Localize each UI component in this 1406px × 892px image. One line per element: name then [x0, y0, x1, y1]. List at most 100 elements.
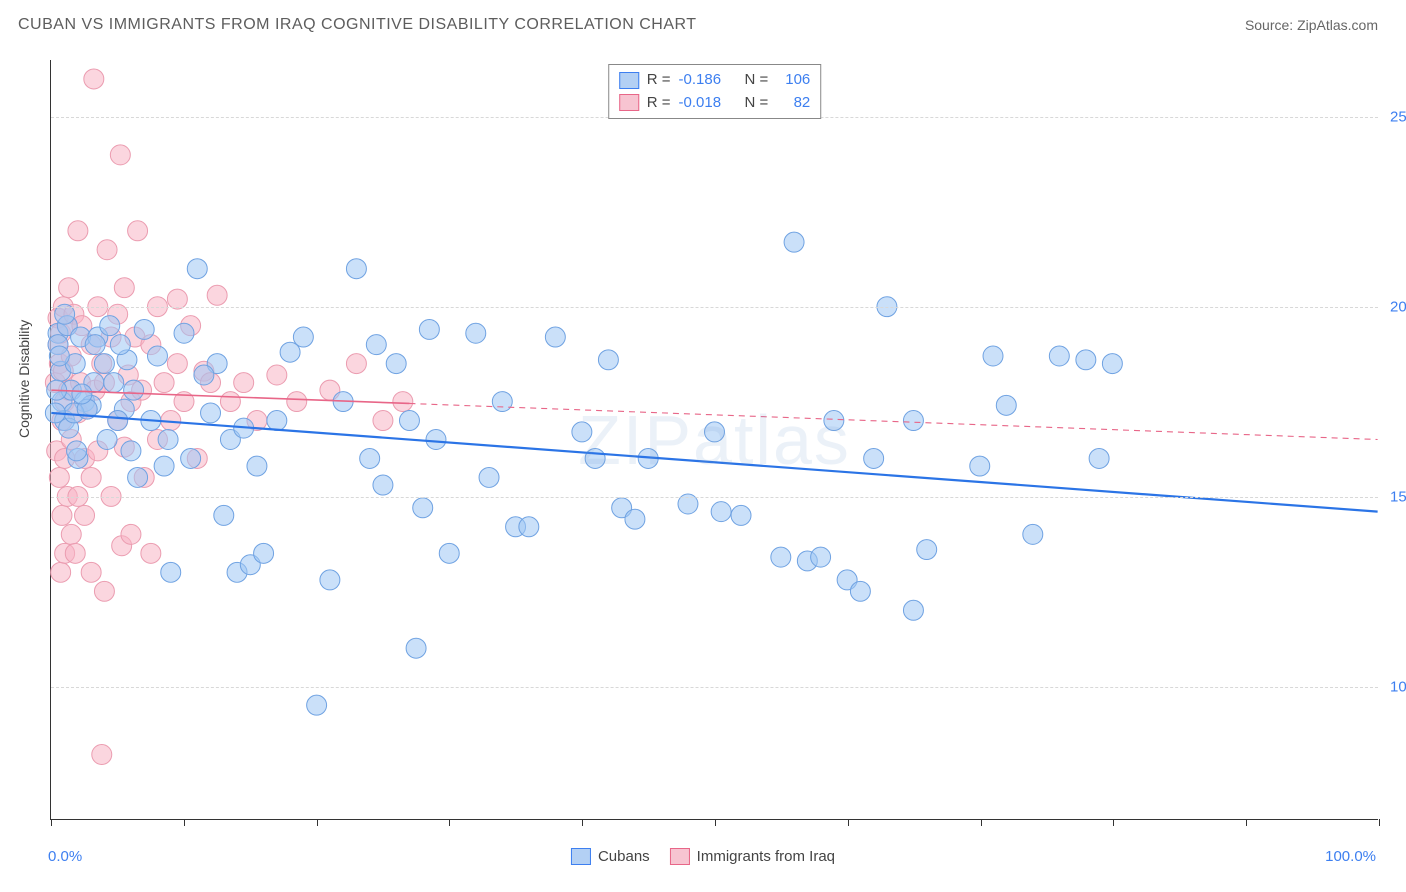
x-tick — [1113, 819, 1114, 826]
y-tick-label: 25.0% — [1382, 109, 1406, 126]
gridline — [51, 307, 1378, 308]
scatter-point — [784, 232, 804, 252]
scatter-point — [181, 448, 201, 468]
scatter-point — [1089, 448, 1109, 468]
scatter-point — [81, 562, 101, 582]
legend-n-label: N = — [745, 92, 769, 115]
scatter-point — [413, 498, 433, 518]
scatter-point — [154, 373, 174, 393]
legend-r-label: R = — [647, 92, 671, 115]
scatter-point — [705, 422, 725, 442]
scatter-point — [426, 430, 446, 450]
scatter-point — [52, 505, 72, 525]
scatter-point — [479, 467, 499, 487]
legend-bottom: Cubans Immigrants from Iraq — [571, 848, 835, 865]
chart-title: CUBAN VS IMMIGRANTS FROM IRAQ COGNITIVE … — [18, 16, 697, 34]
scatter-point — [711, 502, 731, 522]
scatter-point — [94, 581, 114, 601]
scatter-point — [247, 456, 267, 476]
x-tick — [317, 819, 318, 826]
x-tick — [1246, 819, 1247, 826]
scatter-point — [110, 145, 130, 165]
scatter-point — [970, 456, 990, 476]
gridline — [51, 497, 1378, 498]
scatter-point — [366, 335, 386, 355]
scatter-point — [147, 346, 167, 366]
scatter-point — [121, 441, 141, 461]
chart-source: Source: ZipAtlas.com — [1245, 17, 1378, 33]
scatter-point — [104, 373, 124, 393]
scatter-point — [187, 259, 207, 279]
scatter-point — [108, 411, 128, 431]
legend-item: Cubans — [571, 848, 650, 865]
scatter-point — [174, 323, 194, 343]
scatter-point — [97, 240, 117, 260]
scatter-point — [811, 547, 831, 567]
scatter-svg — [51, 60, 1378, 819]
scatter-point — [903, 600, 923, 620]
scatter-point — [1076, 350, 1096, 370]
scatter-point — [466, 323, 486, 343]
scatter-point — [917, 540, 937, 560]
scatter-point — [824, 411, 844, 431]
legend-n-value: 82 — [776, 92, 810, 115]
x-axis-max-label: 100.0% — [1325, 848, 1376, 865]
scatter-point — [519, 517, 539, 537]
scatter-point — [85, 335, 105, 355]
scatter-point — [419, 319, 439, 339]
scatter-point — [49, 467, 69, 487]
scatter-point — [81, 467, 101, 487]
scatter-point — [75, 505, 95, 525]
x-axis-min-label: 0.0% — [48, 848, 82, 865]
y-tick-label: 10.0% — [1382, 679, 1406, 696]
scatter-point — [72, 384, 92, 404]
scatter-point — [771, 547, 791, 567]
scatter-point — [439, 543, 459, 563]
legend-swatch — [670, 848, 690, 865]
scatter-point — [320, 570, 340, 590]
legend-stat-row: R = -0.018 N = 82 — [619, 92, 811, 115]
legend-r-value: -0.018 — [679, 92, 737, 115]
x-tick — [51, 819, 52, 826]
scatter-point — [141, 543, 161, 563]
legend-swatch — [619, 94, 639, 111]
y-tick-label: 15.0% — [1382, 489, 1406, 506]
x-tick — [582, 819, 583, 826]
x-tick — [848, 819, 849, 826]
scatter-point — [373, 475, 393, 495]
scatter-point — [360, 448, 380, 468]
scatter-point — [158, 430, 178, 450]
scatter-point — [94, 354, 114, 374]
scatter-point — [124, 380, 144, 400]
scatter-point — [850, 581, 870, 601]
scatter-point — [864, 448, 884, 468]
scatter-point — [996, 395, 1016, 415]
scatter-point — [1049, 346, 1069, 366]
scatter-point — [214, 505, 234, 525]
scatter-point — [307, 695, 327, 715]
scatter-point — [572, 422, 592, 442]
scatter-point — [406, 638, 426, 658]
scatter-point — [167, 354, 187, 374]
legend-n-label: N = — [745, 69, 769, 92]
gridline — [51, 687, 1378, 688]
scatter-point — [68, 221, 88, 241]
scatter-point — [92, 744, 112, 764]
scatter-point — [128, 221, 148, 241]
legend-label: Cubans — [598, 848, 650, 865]
scatter-point — [386, 354, 406, 374]
x-tick — [449, 819, 450, 826]
legend-item: Immigrants from Iraq — [670, 848, 835, 865]
scatter-point — [134, 319, 154, 339]
scatter-point — [545, 327, 565, 347]
x-tick — [1379, 819, 1380, 826]
scatter-point — [201, 403, 221, 423]
scatter-point — [49, 346, 69, 366]
scatter-point — [161, 562, 181, 582]
legend-swatch — [571, 848, 591, 865]
scatter-point — [65, 543, 85, 563]
scatter-point — [110, 335, 130, 355]
scatter-point — [267, 365, 287, 385]
scatter-point — [492, 392, 512, 412]
chart-header: CUBAN VS IMMIGRANTS FROM IRAQ COGNITIVE … — [0, 0, 1406, 42]
